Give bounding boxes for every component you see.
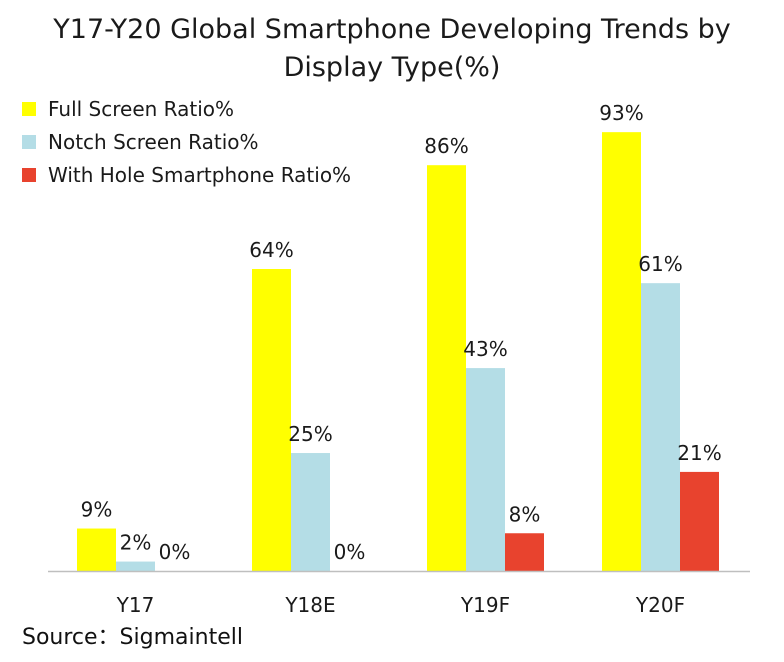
legend-item-notch-screen: Notch Screen Ratio% xyxy=(22,125,351,158)
legend-item-with-hole: With Hole Smartphone Ratio% xyxy=(22,158,351,191)
legend-label-notch-screen: Notch Screen Ratio% xyxy=(48,129,259,154)
bar-y18e-series-0 xyxy=(252,269,291,571)
data-label-y18e-series-0: 64% xyxy=(249,238,293,262)
data-label-y19f-series-1: 43% xyxy=(463,337,507,361)
chart-legend: Full Screen Ratio% Notch Screen Ratio% W… xyxy=(22,92,351,191)
bar-y19f-series-1 xyxy=(466,368,505,571)
legend-label-full-screen: Full Screen Ratio% xyxy=(48,96,235,121)
bar-y20f-series-0 xyxy=(602,132,641,571)
data-label-y17-series-2: 0% xyxy=(159,540,191,564)
chart-title-line-1: Y17-Y20 Global Smartphone Developing Tre… xyxy=(53,14,731,45)
data-label-y17-series-0: 9% xyxy=(81,498,113,522)
bar-y17-series-0 xyxy=(77,528,116,571)
data-label-y20f-series-0: 93% xyxy=(599,101,643,125)
data-label-y18e-series-1: 25% xyxy=(288,422,332,446)
bar-y18e-series-1 xyxy=(291,453,330,571)
data-label-y17-series-1: 2% xyxy=(120,531,152,555)
x-tick-label-y18e: Y18E xyxy=(284,593,335,617)
bar-y20f-series-1 xyxy=(641,283,680,571)
x-tick-label-y17: Y17 xyxy=(116,593,155,617)
legend-item-full-screen: Full Screen Ratio% xyxy=(22,92,351,125)
x-tick-label-y19f: Y19F xyxy=(460,593,510,617)
legend-swatch-notch-screen xyxy=(22,134,36,149)
bar-y20f-series-2 xyxy=(680,471,719,571)
chart-title-line-2: Display Type(%) xyxy=(283,52,501,83)
data-label-y19f-series-2: 8% xyxy=(509,502,541,526)
data-label-y19f-series-0: 86% xyxy=(424,134,468,158)
legend-label-with-hole: With Hole Smartphone Ratio% xyxy=(48,162,352,187)
bar-y19f-series-0 xyxy=(427,165,466,571)
legend-swatch-with-hole xyxy=(22,167,36,182)
data-label-y18e-series-2: 0% xyxy=(334,540,366,564)
source-note: Source：Sigmaintell xyxy=(22,625,243,650)
bar-y19f-series-2 xyxy=(505,533,544,571)
legend-swatch-full-screen xyxy=(22,101,36,116)
x-tick-label-y20f: Y20F xyxy=(635,593,685,617)
bar-y17-series-1 xyxy=(116,561,155,571)
data-label-y20f-series-2: 21% xyxy=(677,441,721,465)
data-label-y20f-series-1: 61% xyxy=(638,252,682,276)
